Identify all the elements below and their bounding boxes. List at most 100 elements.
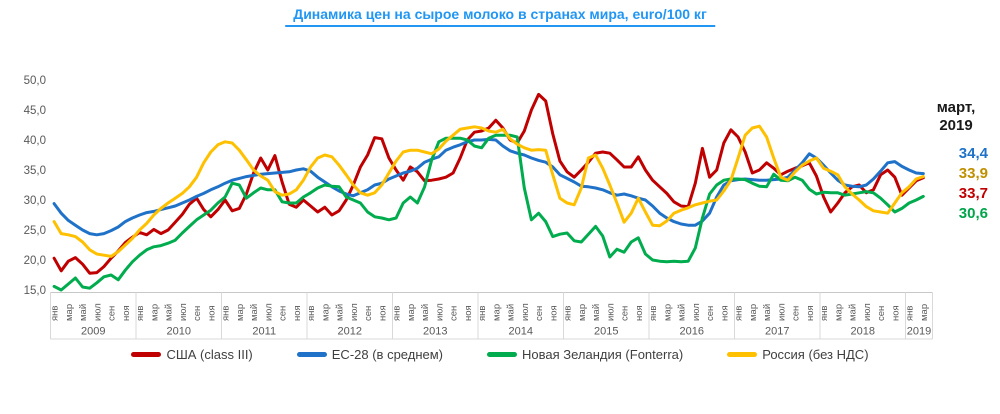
month-label: июл — [178, 303, 189, 321]
russia-line-swatch-icon — [727, 352, 758, 357]
month-label: май — [762, 304, 773, 321]
month-label: ноя — [121, 305, 132, 321]
month-label: сен — [534, 306, 545, 321]
month-label: сен — [278, 306, 289, 321]
end-value-label: 33,9 — [959, 165, 988, 182]
month-label: ноя — [206, 305, 217, 321]
y-tick-label: 50,0 — [24, 75, 46, 87]
month-label: июл — [691, 303, 702, 321]
year-label: 2015 — [594, 326, 618, 338]
legend-item-russia[interactable]: Россия (без НДС) — [727, 347, 869, 362]
month-label: мар — [320, 304, 331, 321]
month-label: ноя — [463, 305, 474, 321]
y-tick-label: 25,0 — [24, 225, 46, 237]
series-line-0 — [52, 92, 925, 275]
legend-item-usa[interactable]: США (class III) — [131, 347, 253, 362]
month-label: мар — [491, 304, 502, 321]
legend-label-usa: США (class III) — [166, 347, 253, 362]
month-label: сен — [705, 306, 716, 321]
month-label: янв — [306, 306, 317, 321]
year-label: 2018 — [851, 326, 875, 338]
month-label: мар — [577, 304, 588, 321]
month-label: ноя — [292, 305, 303, 321]
month-label: сен — [192, 306, 203, 321]
month-label: сен — [363, 306, 374, 321]
month-label: июл — [263, 303, 274, 321]
series-line-1 — [52, 137, 925, 237]
month-label: сен — [876, 306, 887, 321]
month-label: июл — [776, 303, 787, 321]
month-label: янв — [50, 306, 61, 321]
month-label: янв — [819, 306, 830, 321]
usa-line-swatch-icon — [131, 352, 162, 357]
month-label: янв — [905, 306, 916, 321]
series-line-2 — [52, 133, 925, 292]
end-value-label: 30,6 — [959, 205, 988, 222]
y-tick-label: 35,0 — [24, 165, 46, 177]
annotation-year: 2019 — [939, 117, 972, 134]
month-label: май — [591, 304, 602, 321]
year-label: 2009 — [81, 326, 105, 338]
month-label: май — [848, 304, 859, 321]
chart-legend: США (class III) ЕС-28 (в среднем) Новая … — [0, 347, 1000, 362]
month-label: мар — [406, 304, 417, 321]
year-label: 2014 — [509, 326, 533, 338]
legend-item-eu[interactable]: ЕС-28 (в среднем) — [296, 347, 444, 362]
end-value-label: 34,4 — [959, 145, 989, 162]
year-label: 2012 — [338, 326, 362, 338]
month-label: май — [164, 304, 175, 321]
month-label: янв — [221, 306, 232, 321]
month-label: ноя — [805, 305, 816, 321]
month-label: мар — [64, 304, 75, 321]
nz-line-swatch-icon — [487, 352, 518, 357]
year-label: 2019 — [907, 326, 931, 338]
end-value-label: 33,7 — [959, 185, 988, 202]
month-label: мар — [748, 304, 759, 321]
month-label: июл — [605, 303, 616, 321]
y-tick-label: 30,0 — [24, 195, 46, 207]
y-tick-label: 20,0 — [24, 255, 46, 267]
year-label: 2017 — [765, 326, 789, 338]
chart-title: Динамика цен на сырое молоко в странах м… — [285, 6, 715, 27]
month-label: сен — [107, 306, 118, 321]
month-label: янв — [392, 306, 403, 321]
month-label: мар — [235, 304, 246, 321]
legend-label-nz: Новая Зеландия (Fonterra) — [522, 347, 684, 362]
month-label: янв — [135, 306, 146, 321]
month-label: мар — [662, 304, 673, 321]
month-label: сен — [791, 306, 802, 321]
eu-line-swatch-icon — [296, 352, 327, 357]
month-label: сен — [620, 306, 631, 321]
month-label: июл — [349, 303, 360, 321]
year-label: 2016 — [680, 326, 704, 338]
legend-label-russia: Россия (без НДС) — [762, 347, 869, 362]
legend-item-nz[interactable]: Новая Зеландия (Fonterra) — [487, 347, 683, 362]
series-line-3 — [52, 124, 925, 258]
month-label: янв — [734, 306, 745, 321]
y-tick-label: 15,0 — [24, 285, 46, 297]
month-label: май — [249, 304, 260, 321]
y-tick-label: 45,0 — [24, 105, 46, 117]
month-label: май — [78, 304, 89, 321]
month-label: сен — [449, 306, 460, 321]
year-label: 2013 — [423, 326, 447, 338]
month-label: янв — [648, 306, 659, 321]
month-label: ноя — [890, 305, 901, 321]
month-label: июл — [92, 303, 103, 321]
month-label: июл — [520, 303, 531, 321]
legend-label-eu: ЕС-28 (в среднем) — [331, 347, 444, 362]
month-label: ноя — [719, 305, 730, 321]
year-label: 2011 — [252, 326, 276, 338]
month-label: ноя — [548, 305, 559, 321]
month-label: май — [335, 304, 346, 321]
month-label: май — [420, 304, 431, 321]
month-label: июл — [434, 303, 445, 321]
month-label: ноя — [634, 305, 645, 321]
month-label: июл — [862, 303, 873, 321]
year-label: 2010 — [167, 326, 191, 338]
month-label: май — [677, 304, 688, 321]
month-label: янв — [477, 306, 488, 321]
month-label: мар — [833, 304, 844, 321]
y-tick-label: 40,0 — [24, 135, 46, 147]
